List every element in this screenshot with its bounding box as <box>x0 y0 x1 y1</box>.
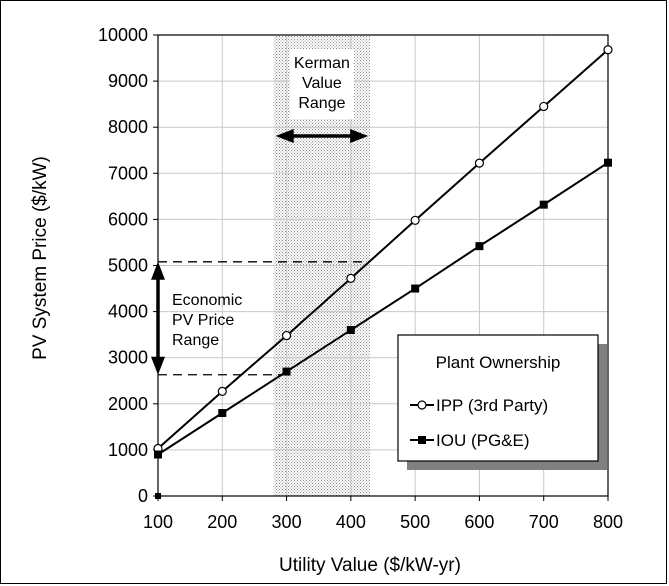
legend-label: IPP (3rd Party) <box>436 396 548 415</box>
data-point-ipp <box>346 273 356 284</box>
data-point-iou <box>411 284 420 293</box>
legend-title: Plant Ownership <box>436 353 561 372</box>
series-layer <box>153 45 613 499</box>
y-tick-label: 3000 <box>108 348 148 368</box>
data-point-iou <box>475 242 484 251</box>
series-line-iou <box>157 161 609 456</box>
data-point-ipp <box>410 215 420 225</box>
economic-range-arrow-head-top <box>151 261 165 280</box>
legend: Plant Ownership IPP (3rd Party) IOU (PG&E) <box>397 334 607 470</box>
y-tick-label: 7000 <box>108 163 148 183</box>
y-axis: 0 1000 2000 3000 4000 5000 6000 7000 8000 9000 100… <box>98 25 158 506</box>
y-tick-label: 1000 <box>108 440 148 460</box>
data-point-iou <box>539 200 548 209</box>
x-tick-label: 600 <box>464 512 494 532</box>
y-tick-label: 6000 <box>108 209 148 229</box>
x-tick-label: 700 <box>529 512 559 532</box>
y-tick-label: 5000 <box>108 256 148 276</box>
economic-range-label-line: Range <box>172 332 219 349</box>
y-axis-label: PV System Price ($/kW) <box>30 156 51 360</box>
x-tick-label: 200 <box>207 512 237 532</box>
data-point-ipp <box>217 386 227 396</box>
kerman-range-label-line: Kerman <box>294 55 350 72</box>
y-tick-label: 10000 <box>98 25 148 45</box>
legend-marker-iou <box>418 436 426 444</box>
x-tick-label: 300 <box>272 512 302 532</box>
x-tick-label: 800 <box>593 512 623 532</box>
data-point-stray <box>155 493 161 499</box>
y-tick-label: 2000 <box>108 394 148 414</box>
data-point-ipp <box>539 101 549 112</box>
economic-range-label-line: PV Price <box>172 312 234 329</box>
data-point-iou <box>346 326 355 335</box>
y-tick-label: 9000 <box>108 71 148 91</box>
kerman-range-label-line: Range <box>298 95 345 112</box>
x-tick-label: 500 <box>400 512 430 532</box>
y-tick-label: 4000 <box>108 302 148 322</box>
kerman-range-label-line: Value <box>302 75 342 92</box>
x-axis-label: Utility Value ($/kW-yr) <box>279 555 461 576</box>
kerman-range-arrow-head-left <box>275 129 294 143</box>
y-tick-label: 8000 <box>108 117 148 137</box>
y-tick-label: 0 <box>138 486 148 506</box>
data-point-iou <box>154 450 162 459</box>
x-axis: 100 200 300 400 500 600 700 800 <box>143 496 623 532</box>
data-point-ipp <box>281 330 292 341</box>
data-point-iou <box>218 409 227 418</box>
x-tick-label: 100 <box>143 512 173 532</box>
data-point-ipp <box>474 158 485 168</box>
economic-range-arrow-head-bottom <box>151 356 165 375</box>
data-point-iou <box>282 367 291 376</box>
economic-range-label-line: Economic <box>172 292 242 309</box>
annotations: Economic PV Price Range Kerman Value Range <box>151 49 371 376</box>
data-point-ipp <box>603 45 613 55</box>
kerman-range-arrow-head-right <box>350 129 369 143</box>
x-tick-label: 400 <box>336 512 366 532</box>
legend-label: IOU (PG&E) <box>436 431 530 450</box>
series-line-ipp <box>157 49 609 450</box>
data-point-iou <box>604 158 612 167</box>
legend-marker-ipp <box>417 400 427 410</box>
kerman-label-background <box>289 49 354 119</box>
